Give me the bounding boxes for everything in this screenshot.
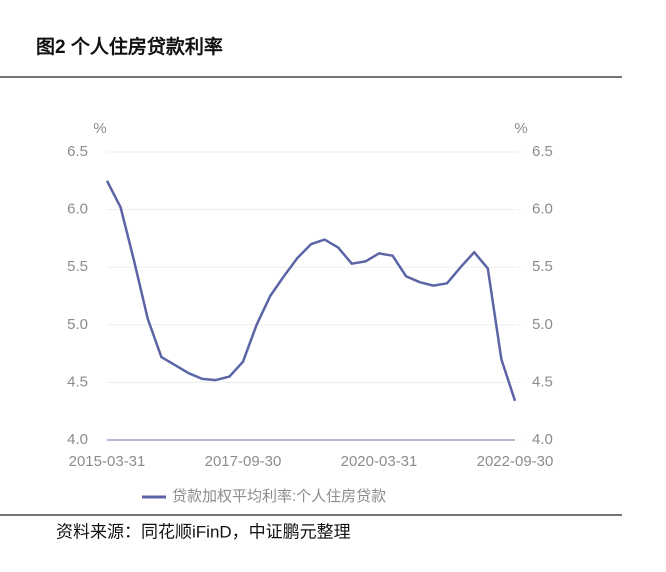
x-tick-label: 2015-03-31 bbox=[69, 453, 146, 470]
y-tick-label: 6.0 bbox=[67, 201, 88, 218]
x-tick-label: 2022-09-30 bbox=[477, 453, 554, 470]
y-tick-label: 6.5 bbox=[67, 143, 88, 160]
y-unit: % bbox=[93, 120, 106, 137]
legend-label: 贷款加权平均利率:个人住房贷款 bbox=[172, 488, 386, 505]
source-note: 资料来源：同花顺iFinD，中证鹏元整理 bbox=[56, 522, 351, 541]
y-tick-label: 4.5 bbox=[67, 373, 88, 390]
data-line bbox=[105, 180, 517, 402]
y2-tick-label: 6.0 bbox=[532, 201, 553, 218]
y-tick-label: 5.5 bbox=[67, 258, 88, 275]
y2-tick-label: 6.5 bbox=[532, 143, 553, 160]
y2-unit: % bbox=[514, 120, 527, 137]
y2-tick-label: 5.5 bbox=[532, 258, 553, 275]
figure-title: 图2 个人住房贷款利率 bbox=[36, 35, 223, 58]
y2-tick-label: 4.5 bbox=[532, 373, 553, 390]
y-tick-label: 4.0 bbox=[67, 431, 88, 448]
x-tick-label: 2020-03-31 bbox=[341, 453, 418, 470]
x-tick-label: 2017-09-30 bbox=[205, 453, 282, 470]
y2-tick-label: 5.0 bbox=[532, 316, 553, 333]
y2-tick-label: 4.0 bbox=[532, 431, 553, 448]
y-tick-label: 5.0 bbox=[67, 316, 88, 333]
